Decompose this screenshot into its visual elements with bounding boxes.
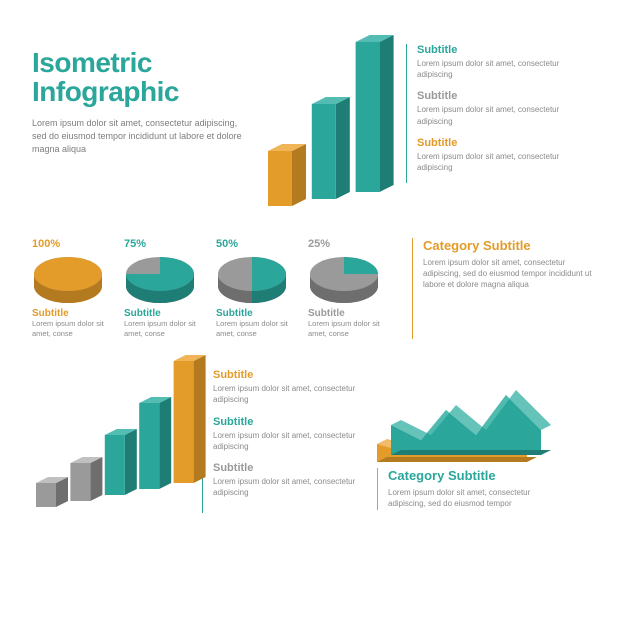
vertical-rule bbox=[377, 468, 378, 509]
pie-graphic bbox=[308, 254, 400, 302]
subtitle-block: Subtitle Lorem ipsum dolor sit amet, cons… bbox=[417, 90, 594, 126]
pie-subtitle: Subtitle bbox=[216, 308, 308, 319]
pie-graphic bbox=[216, 254, 308, 302]
bottom-bar-chart bbox=[32, 363, 192, 513]
vertical-rule bbox=[412, 238, 413, 339]
section-top: Isometric Infographic Lorem ipsum dolor … bbox=[32, 40, 594, 212]
category-subtitle: Category Subtitle bbox=[423, 238, 593, 253]
pie-cell: 50% Subtitle Lorem ipsum dolor sit amet,… bbox=[216, 238, 308, 339]
category-body: Lorem ipsum dolor sit amet, consectetur … bbox=[388, 487, 558, 509]
page-title: Isometric Infographic bbox=[32, 48, 264, 107]
top-subtitle-column: Subtitle Lorem ipsum dolor sit amet, cons… bbox=[394, 40, 594, 183]
pie-body: Lorem ipsum dolor sit amet, conse bbox=[216, 319, 296, 339]
pie-row: 100% Subtitle Lorem ipsum dolor sit amet… bbox=[32, 238, 400, 339]
pie-subtitle: Subtitle bbox=[308, 308, 400, 319]
bottom-subtitle-column: Subtitle Lorem ipsum dolor sit amet, cons… bbox=[192, 363, 377, 513]
subtitle-label: Subtitle bbox=[213, 369, 377, 381]
subtitle-body: Lorem ipsum dolor sit amet, consectetur … bbox=[213, 430, 377, 452]
subtitle-label: Subtitle bbox=[417, 90, 594, 102]
pie-percent-label: 25% bbox=[308, 238, 400, 250]
subtitle-body: Lorem ipsum dolor sit amet, consectetur … bbox=[417, 151, 594, 173]
subtitle-block: Subtitle Lorem ipsum dolor sit amet, cons… bbox=[417, 137, 594, 173]
top-bar-chart bbox=[264, 40, 394, 212]
vertical-rule bbox=[406, 44, 407, 183]
subtitle-label: Subtitle bbox=[417, 137, 594, 149]
subtitle-block: Subtitle Lorem ipsum dolor sit amet, cons… bbox=[213, 416, 377, 452]
pie-cell: 75% Subtitle Lorem ipsum dolor sit amet,… bbox=[124, 238, 216, 339]
subtitle-body: Lorem ipsum dolor sit amet, consectetur … bbox=[417, 58, 594, 80]
pie-graphic bbox=[124, 254, 216, 302]
area-category-block: Category Subtitle Lorem ipsum dolor sit … bbox=[377, 468, 594, 509]
subtitle-block: Subtitle Lorem ipsum dolor sit amet, cons… bbox=[417, 44, 594, 80]
subtitle-body: Lorem ipsum dolor sit amet, consectetur … bbox=[213, 476, 377, 498]
subtitle-body: Lorem ipsum dolor sit amet, consectetur … bbox=[213, 383, 377, 405]
bottom-right-block: Category Subtitle Lorem ipsum dolor sit … bbox=[377, 363, 594, 513]
section-bottom: Subtitle Lorem ipsum dolor sit amet, cons… bbox=[32, 363, 594, 513]
pies-category-block: Category Subtitle Lorem ipsum dolor sit … bbox=[400, 238, 594, 339]
header-block: Isometric Infographic Lorem ipsum dolor … bbox=[32, 40, 264, 156]
area-chart bbox=[377, 367, 557, 462]
pie-percent-label: 100% bbox=[32, 238, 124, 250]
pie-body: Lorem ipsum dolor sit amet, conse bbox=[32, 319, 112, 339]
subtitle-block: Subtitle Lorem ipsum dolor sit amet, cons… bbox=[213, 462, 377, 498]
category-subtitle: Category Subtitle bbox=[388, 468, 558, 483]
pie-body: Lorem ipsum dolor sit amet, conse bbox=[308, 319, 388, 339]
subtitle-label: Subtitle bbox=[213, 416, 377, 428]
subtitle-body: Lorem ipsum dolor sit amet, consectetur … bbox=[417, 104, 594, 126]
pie-subtitle: Subtitle bbox=[32, 308, 124, 319]
subtitle-block: Subtitle Lorem ipsum dolor sit amet, cons… bbox=[213, 369, 377, 405]
pie-percent-label: 75% bbox=[124, 238, 216, 250]
pie-body: Lorem ipsum dolor sit amet, conse bbox=[124, 319, 204, 339]
intro-body: Lorem ipsum dolor sit amet, consectetur … bbox=[32, 117, 247, 156]
pie-subtitle: Subtitle bbox=[124, 308, 216, 319]
section-pies: 100% Subtitle Lorem ipsum dolor sit amet… bbox=[32, 238, 594, 339]
subtitle-label: Subtitle bbox=[417, 44, 594, 56]
category-body: Lorem ipsum dolor sit amet, consectetur … bbox=[423, 257, 593, 291]
pie-cell: 100% Subtitle Lorem ipsum dolor sit amet… bbox=[32, 238, 124, 339]
subtitle-label: Subtitle bbox=[213, 462, 377, 474]
pie-graphic bbox=[32, 254, 124, 302]
pie-percent-label: 50% bbox=[216, 238, 308, 250]
pie-cell: 25% Subtitle Lorem ipsum dolor sit amet,… bbox=[308, 238, 400, 339]
